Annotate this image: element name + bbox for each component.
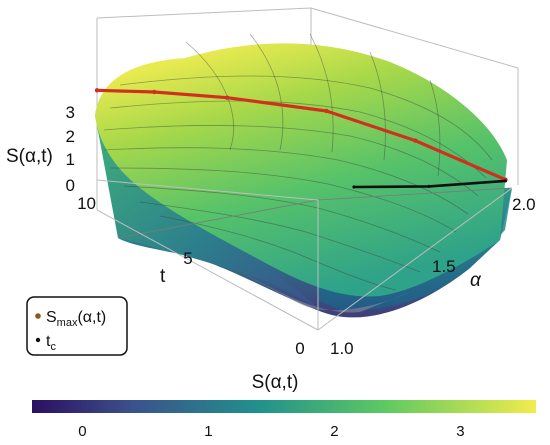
z-tick-label: 1 bbox=[66, 150, 75, 169]
legend-label-tc: tc bbox=[46, 333, 56, 353]
alpha-tick-label: 1.0 bbox=[330, 339, 354, 358]
z-tick-label: 2 bbox=[66, 127, 75, 146]
legend-box bbox=[26, 296, 128, 356]
legend-label-smax: Smax(α,t) bbox=[46, 309, 106, 329]
alpha-axis-label: α bbox=[470, 270, 482, 291]
t-tick-label: 10 bbox=[77, 194, 96, 213]
smax-point bbox=[413, 138, 418, 143]
colorbar-label: S(α,t) bbox=[252, 372, 299, 393]
surface-left-face bbox=[95, 115, 322, 312]
z-axis-label: S(α,t) bbox=[6, 146, 53, 167]
smax-point bbox=[94, 88, 100, 93]
z-tick-label: 3 bbox=[66, 103, 75, 122]
colorbar: S(α,t) 0 1 2 3 bbox=[32, 372, 536, 440]
legend-marker-smax bbox=[35, 313, 41, 319]
legend-marker-tc bbox=[35, 337, 41, 343]
colorbar-tick-label: 1 bbox=[204, 423, 212, 440]
surface-edge-lines bbox=[117, 187, 513, 239]
smax-point bbox=[324, 108, 329, 114]
alpha-tick-label: 1.5 bbox=[432, 257, 456, 276]
colorbar-tick-label: 3 bbox=[456, 423, 464, 440]
t-tick-label: 0 bbox=[295, 339, 304, 358]
bounding-box-front bbox=[96, 179, 513, 331]
colorbar-gradient bbox=[32, 400, 536, 413]
t-axis: 10 5 0 t bbox=[77, 194, 305, 358]
z-axis: 3 2 1 0 S(α,t) bbox=[6, 103, 75, 195]
legend: Smax(α,t) tc bbox=[26, 296, 128, 356]
t-axis-label: t bbox=[160, 266, 166, 287]
t-tick-label: 5 bbox=[183, 249, 192, 268]
surface-top-face bbox=[95, 43, 507, 297]
alpha-tick-label: 2.0 bbox=[512, 195, 536, 214]
surface bbox=[95, 33, 513, 318]
tc-point bbox=[352, 185, 356, 189]
alpha-axis: 1.0 1.5 2.0 α bbox=[330, 195, 536, 358]
tc-point bbox=[503, 179, 507, 183]
series-layer bbox=[94, 88, 508, 189]
tc-point bbox=[427, 184, 431, 188]
smax-curve bbox=[95, 88, 507, 182]
colorbar-ticks: 0 1 2 3 bbox=[78, 423, 464, 440]
z-tick-label: 0 bbox=[66, 176, 75, 195]
colorbar-tick-label: 0 bbox=[78, 423, 86, 440]
colorbar-tick-label: 2 bbox=[330, 423, 338, 440]
smax-point bbox=[225, 95, 230, 100]
smax-point bbox=[152, 89, 157, 95]
